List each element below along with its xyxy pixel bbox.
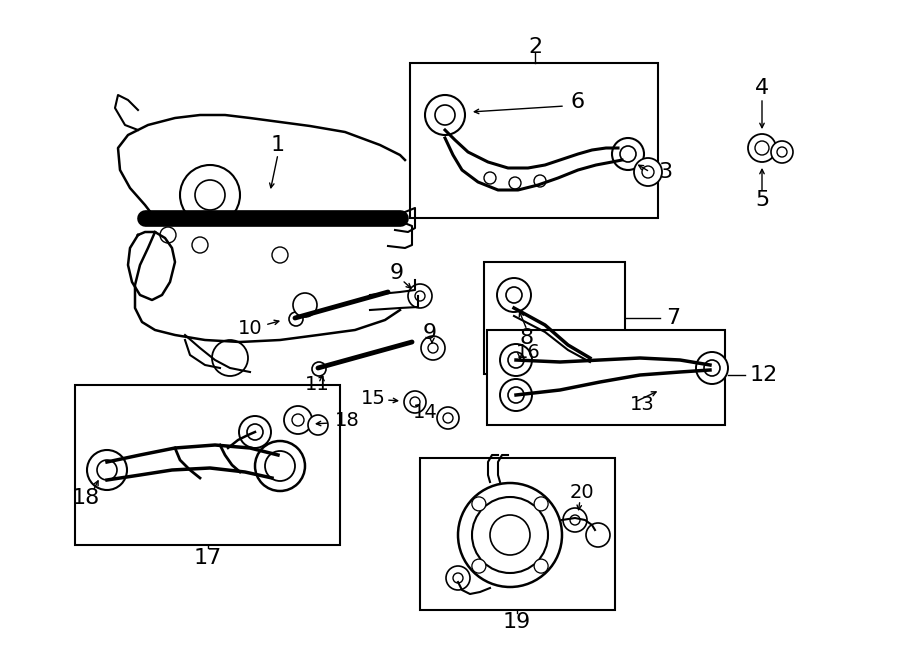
Circle shape [410, 397, 420, 407]
Circle shape [534, 497, 548, 511]
Text: 13: 13 [630, 395, 655, 414]
Text: 11: 11 [304, 375, 329, 395]
Circle shape [582, 346, 610, 374]
Circle shape [97, 460, 117, 480]
Circle shape [446, 566, 470, 590]
Text: 12: 12 [750, 365, 778, 385]
Circle shape [490, 515, 530, 555]
Bar [484, 262, 625, 374]
Circle shape [500, 344, 532, 376]
Circle shape [534, 175, 546, 187]
Circle shape [443, 413, 453, 423]
Text: 8: 8 [520, 328, 534, 348]
Circle shape [160, 227, 176, 243]
Circle shape [195, 180, 225, 210]
Text: 18: 18 [335, 410, 360, 430]
Circle shape [704, 360, 720, 376]
Text: 2: 2 [528, 37, 542, 57]
Circle shape [497, 278, 531, 312]
Circle shape [484, 172, 496, 184]
Text: 17: 17 [194, 548, 222, 568]
Circle shape [612, 138, 644, 170]
Circle shape [425, 95, 465, 135]
Text: 14: 14 [413, 403, 438, 422]
Circle shape [563, 508, 587, 532]
Text: 18: 18 [72, 488, 100, 508]
Text: 4: 4 [755, 78, 770, 98]
Circle shape [696, 352, 728, 384]
Text: 9: 9 [390, 263, 404, 283]
Circle shape [265, 451, 295, 481]
Text: 9: 9 [423, 323, 437, 343]
Circle shape [589, 353, 603, 367]
Bar [75, 385, 340, 545]
Circle shape [284, 406, 312, 434]
Circle shape [500, 379, 532, 411]
Text: 7: 7 [666, 308, 680, 328]
Circle shape [771, 141, 793, 163]
Text: 10: 10 [238, 319, 262, 338]
Text: 1: 1 [271, 135, 285, 155]
Circle shape [308, 415, 328, 435]
Circle shape [642, 166, 654, 178]
Circle shape [755, 141, 769, 155]
Bar [410, 63, 658, 218]
Circle shape [415, 291, 425, 301]
Circle shape [180, 165, 240, 225]
Circle shape [239, 416, 271, 448]
Circle shape [289, 312, 303, 326]
Circle shape [212, 340, 248, 376]
Text: 20: 20 [570, 483, 594, 502]
Circle shape [404, 391, 426, 413]
Bar [487, 330, 725, 425]
Circle shape [534, 559, 548, 573]
Circle shape [312, 362, 326, 376]
Circle shape [453, 573, 463, 583]
Text: 15: 15 [361, 389, 385, 407]
Circle shape [272, 247, 288, 263]
Text: 3: 3 [658, 162, 672, 182]
Bar [420, 458, 615, 610]
Circle shape [634, 158, 662, 186]
Circle shape [509, 177, 521, 189]
Circle shape [192, 237, 208, 253]
Circle shape [421, 336, 445, 360]
Circle shape [472, 559, 486, 573]
Circle shape [586, 523, 610, 547]
Circle shape [472, 497, 486, 511]
Circle shape [508, 352, 524, 368]
Circle shape [408, 284, 432, 308]
Circle shape [247, 424, 263, 440]
Circle shape [472, 497, 548, 573]
Circle shape [435, 105, 455, 125]
Circle shape [437, 407, 459, 429]
Circle shape [777, 147, 787, 157]
Circle shape [748, 134, 776, 162]
Circle shape [506, 287, 522, 303]
Circle shape [458, 483, 562, 587]
Text: 5: 5 [755, 190, 770, 210]
Circle shape [428, 343, 438, 353]
Circle shape [293, 293, 317, 317]
Circle shape [508, 387, 524, 403]
Circle shape [87, 450, 127, 490]
Circle shape [292, 414, 304, 426]
Circle shape [570, 515, 580, 525]
Text: 19: 19 [503, 612, 531, 632]
Text: 6: 6 [571, 92, 585, 112]
Text: 16: 16 [516, 342, 541, 362]
Circle shape [255, 441, 305, 491]
Circle shape [620, 146, 636, 162]
